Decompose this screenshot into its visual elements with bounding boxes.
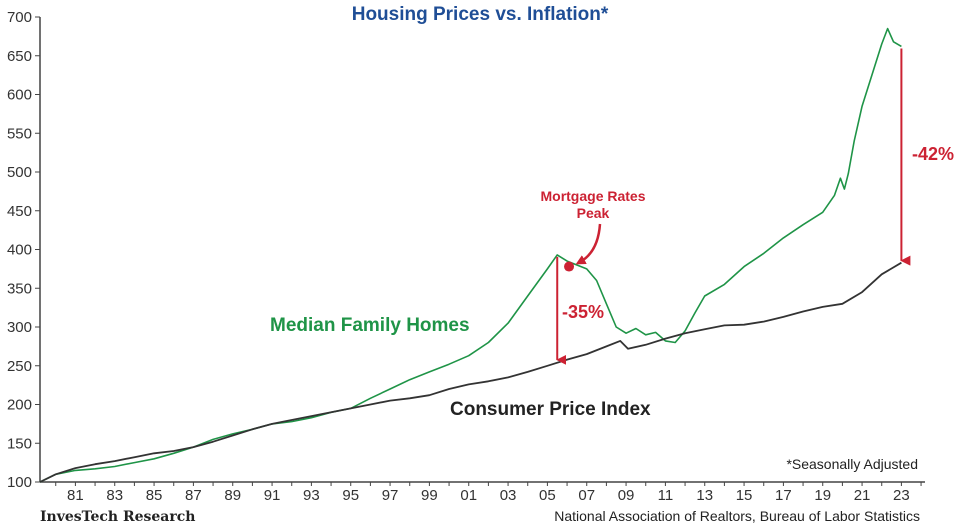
y-tick-label: 550	[7, 125, 32, 142]
peak-label-line1: Mortgage Rates	[540, 188, 645, 204]
y-tick-label: 700	[7, 9, 32, 26]
x-tick-label: 21	[854, 487, 871, 504]
x-tick-label: 09	[618, 487, 635, 504]
x-tick-label: 17	[775, 487, 792, 504]
x-tick-label: 13	[696, 487, 713, 504]
y-tick-label: 400	[7, 242, 32, 259]
series-line-homes	[39, 27, 902, 483]
x-tick-label: 19	[814, 487, 831, 504]
x-tick-label: 87	[185, 487, 202, 504]
x-tick-label: 07	[578, 487, 595, 504]
series-label-cpi: Consumer Price Index	[450, 399, 651, 420]
series-line-cpi	[39, 261, 902, 483]
chart-title: Housing Prices vs. Inflation*	[352, 4, 609, 25]
y-tick-label: 250	[7, 358, 32, 375]
x-tick-label: 23	[893, 487, 910, 504]
series-label-homes: Median Family Homes	[270, 315, 470, 336]
x-tick-label: 03	[500, 487, 517, 504]
x-tick-label: 89	[224, 487, 241, 504]
x-tick-label: 15	[736, 487, 753, 504]
x-tick-label: 81	[67, 487, 84, 504]
y-tick-label: 300	[7, 319, 32, 336]
y-tick-label: 650	[7, 48, 32, 65]
peak-marker	[564, 261, 575, 272]
y-tick-label: 600	[7, 87, 32, 104]
drop-2022-label: -42%	[912, 144, 954, 164]
x-tick-label: 85	[146, 487, 163, 504]
x-axis-ticks: 81 83 85 87 89 91 93 95 97 99 01 03 05 07 09 11 13 15 17 19…	[55, 482, 922, 504]
y-tick-label: 200	[7, 397, 32, 414]
peak-label-line2: Peak	[577, 205, 610, 221]
x-tick-label: 83	[106, 487, 123, 504]
y-tick-label: 150	[7, 435, 32, 452]
annotations: Mortgage Rates Peak -35% -42%	[540, 48, 954, 365]
x-tick-label: 99	[421, 487, 438, 504]
x-tick-label: 93	[303, 487, 320, 504]
y-tick-label: 450	[7, 203, 32, 220]
footnote: *Seasonally Adjusted	[786, 456, 918, 472]
x-tick-label: 91	[264, 487, 281, 504]
x-tick-label: 01	[460, 487, 477, 504]
source-label: National Association of Realtors, Bureau…	[554, 508, 920, 524]
y-tick-label: 500	[7, 164, 32, 181]
x-tick-label: 11	[658, 487, 674, 504]
y-tick-label: 100	[7, 474, 32, 491]
x-tick-label: 95	[342, 487, 359, 504]
x-tick-label: 97	[382, 487, 399, 504]
brand-label: InvesTech Research	[40, 509, 195, 525]
series-group	[39, 27, 902, 483]
drop-2005-label: -35%	[562, 302, 604, 322]
x-tick-label: 05	[539, 487, 556, 504]
y-axis-ticks: 100 150 200 250 300 350 400 450 500 550 600 650 700	[7, 9, 40, 491]
y-tick-label: 350	[7, 280, 32, 297]
peak-pointer-arrow	[575, 223, 602, 265]
